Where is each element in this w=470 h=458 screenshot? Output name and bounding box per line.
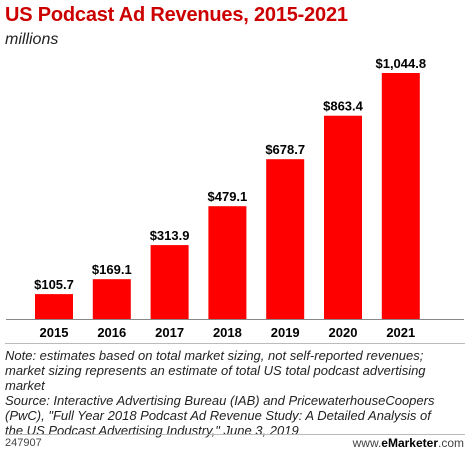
bar-chart: $105.7 2015 $169.1 2016 $313.9 2017 $479.1 2018… [6, 56, 464, 340]
note-line: market sizing represents an estimate of … [5, 363, 426, 378]
note-line: market [5, 378, 45, 393]
x-tick-label-2015: 2015 [40, 325, 69, 340]
x-tick-label-2016: 2016 [97, 325, 126, 340]
x-tick-label-2018: 2018 [213, 325, 242, 340]
x-tick-label-2019: 2019 [271, 325, 300, 340]
note-line: Note: estimates based on total market si… [5, 348, 424, 363]
brand-prefix: www. [352, 436, 382, 450]
bar-2020 [324, 115, 362, 319]
brand-suffix: .com [437, 436, 464, 450]
chart-title: US Podcast Ad Revenues, 2015-2021 [5, 4, 348, 26]
value-label-2018: $479.1 [208, 189, 248, 204]
brand-credit: www.eMarketer.com [353, 436, 464, 450]
divider-top [5, 343, 465, 344]
value-label-2016: $169.1 [92, 262, 132, 277]
value-label-2021: $1,044.8 [375, 56, 426, 71]
bar-2015 [35, 294, 73, 319]
chart-id: 247907 [5, 437, 42, 449]
x-tick-label-2021: 2021 [386, 325, 415, 340]
bar-2017 [150, 245, 189, 319]
bar-2018 [208, 206, 247, 319]
divider-bottom [5, 434, 465, 435]
brand-name: eMarketer [381, 436, 438, 450]
chart-subtitle: millions [5, 31, 59, 48]
bar-2021 [381, 73, 420, 319]
value-label-2019: $678.7 [265, 142, 305, 157]
bar-2016 [92, 279, 131, 319]
bar-2019 [266, 159, 305, 319]
source-line: Source: Interactive Advertising Bureau (… [5, 393, 435, 408]
x-tick-label-2020: 2020 [329, 325, 358, 340]
value-label-2017: $313.9 [150, 228, 190, 243]
value-label-2020: $863.4 [323, 99, 364, 114]
footnote: Note: estimates based on total market si… [5, 348, 465, 438]
source-line: (PwC), "Full Year 2018 Podcast Ad Revenu… [5, 408, 431, 423]
value-label-2015: $105.7 [34, 277, 74, 292]
x-tick-label-2017: 2017 [155, 325, 184, 340]
